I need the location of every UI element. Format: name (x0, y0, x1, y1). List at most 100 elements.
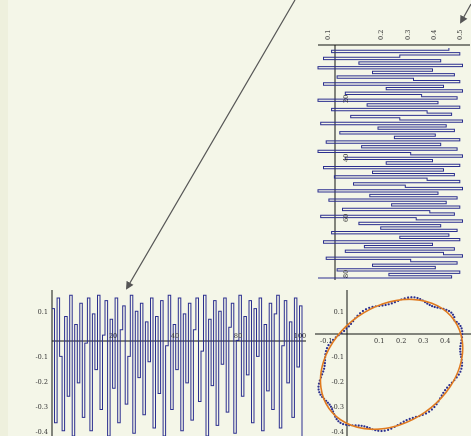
tl-ytick: -0.3 (35, 403, 48, 411)
phase-point (457, 373, 460, 376)
tl-ytick: -0.4 (35, 428, 48, 436)
phase-point (447, 309, 451, 313)
time-series-line-group (52, 294, 303, 436)
phase-point (450, 311, 453, 314)
slide-left-bar (0, 0, 8, 436)
phase-point (459, 350, 462, 353)
tr-left-tick: 80 (342, 270, 350, 278)
phase-point (325, 347, 329, 350)
phase-point (428, 303, 431, 307)
tl-ytick: -0.1 (35, 353, 48, 361)
phase-point (410, 296, 413, 299)
phase-point (366, 426, 369, 429)
phase-fit-ellipse (319, 298, 464, 431)
tr-top-tick: 0.3 (404, 30, 412, 40)
phase-point (337, 420, 340, 423)
br-xtick: -0.1 (320, 337, 333, 345)
phase-point (364, 308, 368, 311)
tl-xtick: 100 (294, 332, 306, 340)
phase-point (357, 424, 360, 427)
phase-point (342, 423, 345, 426)
phase-point (390, 302, 393, 305)
phase-point (363, 425, 366, 428)
phase-point (402, 420, 405, 423)
phase-point (384, 303, 387, 307)
phase-point (457, 322, 460, 325)
phase-point (451, 313, 455, 316)
phase-point (381, 304, 384, 307)
phase-scatter-group (317, 296, 464, 433)
tr-top-tick: 0.1 (324, 30, 332, 40)
br-ytick: 0.1 (334, 308, 344, 316)
phase-point (318, 391, 321, 394)
phase-point (428, 410, 431, 413)
phase-point (323, 362, 326, 365)
phase-point (328, 403, 331, 406)
phase-point (331, 408, 334, 411)
phase-point (407, 296, 410, 299)
phase-point (368, 306, 371, 309)
phase-point (460, 367, 463, 370)
phase-point (405, 419, 408, 422)
phase-point (459, 347, 462, 350)
phase-point (433, 305, 436, 309)
time-series-plot: 0.1 -0.1 -0.2 -0.3 -0.4 20 40 80 100 (35, 290, 306, 436)
tr-top-tick: 0.5 (456, 30, 464, 40)
phase-point (377, 429, 380, 432)
phase-point (413, 296, 416, 299)
phase-point (317, 388, 320, 391)
tl-ytick: 0.1 (38, 308, 48, 316)
phase-point (453, 316, 456, 319)
phase-point (408, 417, 411, 420)
br-xtick: 0.3 (418, 337, 428, 345)
phase-point (323, 364, 326, 367)
phase-point (460, 364, 464, 367)
vertical-series-plot: 0.1 0.2 0.3 0.4 0.5 20 40 60 80 (317, 30, 470, 280)
br-ytick: -0.2 (331, 378, 344, 386)
tr-top-tick: 0.4 (430, 30, 438, 40)
br-xtick: 0.1 (374, 337, 384, 345)
phase-point (335, 418, 338, 421)
tl-xtick: 80 (234, 332, 242, 340)
phase-point (361, 309, 364, 313)
phase-point (430, 408, 433, 411)
tr-left-tick: 60 (342, 214, 350, 222)
phase-point (345, 327, 348, 330)
phase-point (444, 389, 447, 392)
phase-point (327, 344, 330, 347)
tr-left-tick: 40 (342, 154, 350, 162)
tl-xtick: 40 (171, 332, 179, 340)
phase-point (424, 412, 428, 415)
phase-point (431, 305, 434, 308)
phase-point (460, 327, 463, 330)
phase-point (459, 353, 462, 356)
phase-point (459, 370, 462, 373)
phase-point (416, 296, 419, 300)
phase-point (433, 405, 436, 409)
time-series-line (52, 294, 303, 436)
phase-point (459, 324, 462, 328)
phase-point (387, 303, 390, 306)
br-xtick: 0.4 (440, 337, 450, 345)
phase-point (393, 301, 396, 304)
arrow-to-time-series (125, 0, 296, 290)
phase-point (380, 429, 383, 433)
phase-point (317, 385, 320, 388)
phase-point (319, 393, 322, 396)
tl-xtick: 20 (109, 332, 117, 340)
phase-point (442, 391, 445, 394)
phase-point (461, 330, 464, 333)
phase-point (322, 370, 325, 373)
phase-point (383, 429, 386, 432)
phase-point (329, 341, 332, 344)
tl-ytick: -0.2 (35, 378, 48, 386)
vertical-series-line-group (317, 48, 463, 279)
phase-point (436, 306, 439, 309)
phase-point (339, 421, 342, 424)
phase-point (343, 329, 346, 333)
phase-point (459, 342, 462, 345)
phase-plot: -0.1 0.1 0.2 0.3 0.4 0.1 -0.1 -0.2 -0.3 … (315, 290, 471, 436)
vertical-series-line (317, 48, 463, 279)
